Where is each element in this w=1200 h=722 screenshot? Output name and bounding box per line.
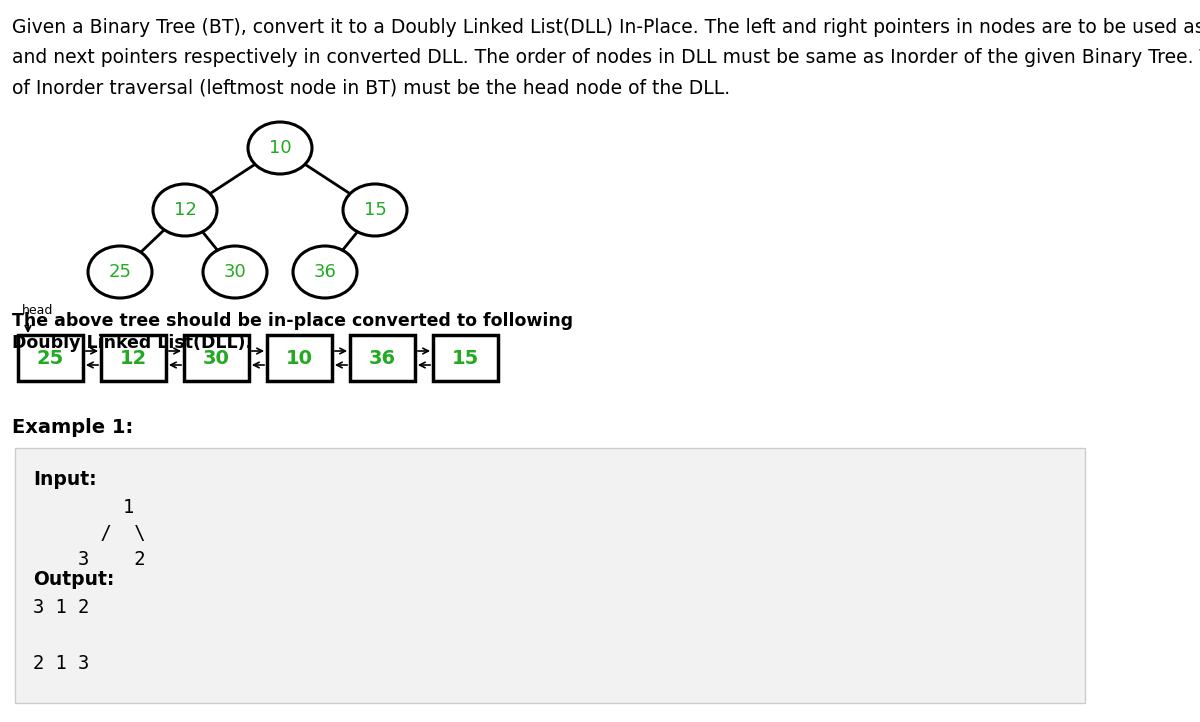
Bar	[18, 335, 83, 381]
Text: Given a Binary Tree (BT), convert it to a Doubly Linked List(DLL) In-Place. The : Given a Binary Tree (BT), convert it to …	[12, 18, 1200, 37]
Ellipse shape	[88, 246, 152, 298]
Bar	[184, 335, 250, 381]
Bar	[350, 335, 415, 381]
Text: 3 1 2: 3 1 2	[34, 598, 89, 617]
Text: 10: 10	[269, 139, 292, 157]
Text: Output:: Output:	[34, 570, 114, 589]
Text: 15: 15	[452, 349, 479, 367]
Text: 25: 25	[37, 349, 64, 367]
Text: 36: 36	[313, 263, 336, 281]
Text: and next pointers respectively in converted DLL. The order of nodes in DLL must : and next pointers respectively in conver…	[12, 48, 1200, 67]
Ellipse shape	[154, 184, 217, 236]
Text: 25: 25	[108, 263, 132, 281]
Text: 30: 30	[223, 263, 246, 281]
Text: 12: 12	[120, 349, 148, 367]
Text: head: head	[22, 304, 53, 317]
Text: of Inorder traversal (leftmost node in BT) must be the head node of the DLL.: of Inorder traversal (leftmost node in B…	[12, 78, 730, 97]
Bar	[266, 335, 332, 381]
Ellipse shape	[248, 122, 312, 174]
Text: Doubly Linked List(DLL).: Doubly Linked List(DLL).	[12, 334, 252, 352]
Text: /  \: / \	[34, 524, 145, 543]
Ellipse shape	[343, 184, 407, 236]
Text: 2 1 3: 2 1 3	[34, 654, 89, 673]
Text: The above tree should be in-place converted to following: The above tree should be in-place conver…	[12, 312, 574, 330]
FancyBboxPatch shape	[14, 448, 1085, 703]
Text: 1: 1	[34, 498, 134, 517]
Text: 12: 12	[174, 201, 197, 219]
Text: 15: 15	[364, 201, 386, 219]
Text: 10: 10	[286, 349, 313, 367]
Text: 3    2: 3 2	[34, 550, 145, 569]
Text: 30: 30	[203, 349, 230, 367]
Text: Input:: Input:	[34, 470, 97, 489]
Ellipse shape	[203, 246, 266, 298]
Text: 36: 36	[368, 349, 396, 367]
Bar	[101, 335, 166, 381]
Bar	[433, 335, 498, 381]
Text: Example 1:: Example 1:	[12, 418, 133, 437]
Ellipse shape	[293, 246, 358, 298]
